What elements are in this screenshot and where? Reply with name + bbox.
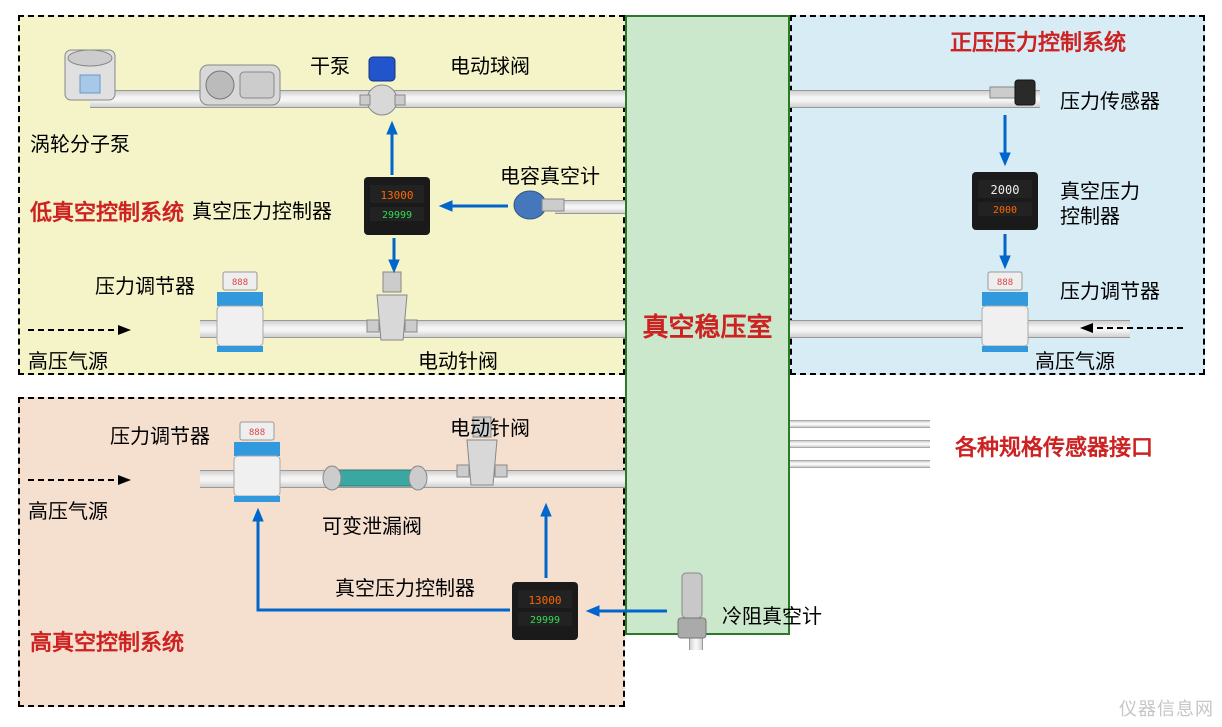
svg-text:888: 888: [249, 428, 265, 438]
svg-text:2000: 2000: [993, 205, 1017, 216]
arrow-hv-ctrl-reg: [250, 505, 510, 620]
pp-gas-source-label: 高压气源: [1035, 345, 1115, 374]
lv-controller-label: 真空压力控制器: [192, 195, 332, 224]
ball-valve-icon: [355, 55, 410, 120]
svg-text:888: 888: [232, 278, 248, 288]
dry-pump-icon: [195, 50, 290, 115]
hv-gas-arrow: [26, 472, 136, 488]
watermark: 仪器信息网: [1119, 695, 1214, 721]
arrow-lv-ctrl-ball: [384, 120, 400, 175]
lv-gas-source-label: 高压气源: [28, 345, 108, 374]
turbo-pump-label: 涡轮分子泵: [30, 128, 130, 157]
turbo-pump-icon: [55, 40, 130, 110]
cold-gauge-icon: [670, 568, 715, 643]
arrow-pp-ctrl-reg: [997, 234, 1013, 270]
lv-needle-valve-icon: [365, 270, 420, 355]
pressure-sensor-icon: [985, 75, 1040, 110]
pressure-sensor-label: 压力传感器: [1060, 85, 1160, 114]
arrow-hv-ctrl-needle: [538, 500, 554, 578]
hv-regulator-label: 压力调节器: [110, 420, 210, 449]
high-vacuum-title: 高真空控制系统: [30, 625, 184, 657]
pp-regulator-icon: 888: [970, 270, 1040, 355]
chamber-label: 真空稳压室: [642, 307, 772, 344]
svg-text:13000: 13000: [528, 594, 561, 607]
lv-controller-icon: 13000 29999: [362, 175, 432, 237]
arrow-lv-gauge-ctrl: [438, 198, 508, 214]
lv-regulator-label: 压力调节器: [95, 270, 195, 299]
pp-controller-label-2: 控制器: [1060, 200, 1120, 229]
sensor-port-1: [780, 420, 930, 428]
hv-needle-valve-label: 电动针阀: [450, 412, 530, 441]
arrow-hv-gauge-ctrl: [585, 603, 667, 619]
positive-pressure-title: 正压压力控制系统: [950, 25, 1126, 57]
svg-text:29999: 29999: [382, 210, 412, 221]
low-vacuum-title: 低真空控制系统: [30, 195, 184, 227]
vacuum-chamber: 真空稳压室: [625, 15, 790, 635]
arrow-lv-ctrl-needle: [386, 238, 402, 274]
lv-gas-arrow: [26, 322, 136, 338]
sensor-ports-label: 各种规格传感器接口: [955, 430, 1153, 462]
cap-gauge-icon: [510, 185, 570, 225]
hv-regulator-icon: 888: [222, 420, 292, 505]
pp-controller-icon: 2000 2000: [970, 170, 1040, 232]
lv-needle-valve-label: 电动针阀: [418, 345, 498, 374]
svg-text:888: 888: [997, 278, 1013, 288]
lv-regulator-icon: 888: [205, 270, 275, 355]
hv-controller-icon: 13000 29999: [510, 580, 580, 642]
cold-gauge-label: 冷阻真空计: [722, 600, 822, 629]
sensor-port-3: [780, 460, 930, 468]
svg-text:2000: 2000: [991, 183, 1020, 197]
leak-valve-icon: [320, 458, 430, 498]
svg-text:13000: 13000: [380, 189, 413, 202]
ball-valve-label: 电动球阀: [450, 50, 530, 79]
pp-regulator-label: 压力调节器: [1060, 275, 1160, 304]
sensor-port-2: [780, 440, 930, 448]
hv-gas-source-label: 高压气源: [28, 495, 108, 524]
pp-gas-arrow: [1075, 320, 1185, 336]
svg-text:29999: 29999: [530, 615, 560, 626]
dry-pump-label: 干泵: [310, 50, 350, 79]
arrow-pp-sensor-ctrl: [997, 115, 1013, 167]
